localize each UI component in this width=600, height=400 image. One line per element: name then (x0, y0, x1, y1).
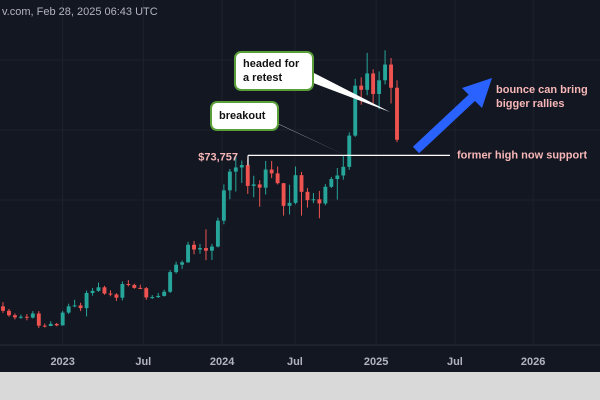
candle-body (30, 313, 35, 318)
candle-body (132, 284, 137, 288)
candle-body (383, 64, 388, 81)
x-tick-label: 2023 (50, 356, 74, 368)
candle-body (120, 284, 125, 298)
callout-box (210, 101, 279, 131)
candle-body (102, 287, 107, 294)
candle-body (233, 167, 238, 172)
candle-body (114, 294, 119, 298)
candle-body (54, 323, 59, 326)
arrow-note: bigger rallies (496, 98, 564, 110)
candle-body (353, 85, 358, 136)
candle-body (359, 85, 364, 90)
x-tick-label: 2026 (521, 356, 545, 368)
candle-body (48, 323, 53, 326)
candle-body (12, 315, 17, 318)
x-tick-label: Jul (447, 356, 463, 368)
level-note: former high now support (457, 149, 587, 161)
candle-body (245, 165, 250, 186)
candle-body (180, 262, 185, 265)
candle-body (335, 175, 340, 180)
arrow-head (462, 78, 492, 108)
candle-body (7, 310, 11, 316)
candle-body (221, 190, 226, 221)
candle-body (341, 166, 346, 176)
callout-text: headed for (243, 58, 300, 70)
candle-body (126, 284, 131, 286)
candle-body (18, 316, 23, 318)
candles (1, 50, 399, 329)
callout-pointer (300, 72, 390, 112)
x-tick-label: Jul (287, 356, 303, 368)
candle-body (108, 293, 113, 295)
candle-body (210, 246, 214, 251)
arrow-note: bounce can bring (496, 84, 588, 96)
candle-body (365, 73, 370, 90)
candle-body (192, 244, 196, 250)
candle-body (138, 287, 143, 289)
source-line: v.com, Feb 28, 2025 06:43 UTC (2, 6, 158, 18)
candle-body (329, 179, 334, 187)
candle-body (275, 173, 280, 184)
candle-body (72, 305, 77, 307)
arrow-shaft (412, 88, 482, 154)
candle-body (347, 135, 352, 167)
candle-body (186, 244, 190, 263)
candle-body (299, 175, 304, 192)
candle-body (204, 248, 208, 251)
candle-body (293, 175, 298, 203)
candle-body (227, 171, 232, 191)
candle-body (317, 199, 322, 204)
candle-body (174, 264, 179, 273)
candle-body (198, 248, 202, 250)
candle-body (281, 183, 286, 206)
candle-body (311, 199, 316, 201)
candle-body (90, 290, 95, 293)
candle-body (239, 165, 244, 168)
candle-body (215, 220, 220, 247)
candle-body (1, 306, 5, 311)
footer-strip (0, 372, 600, 400)
candle-body (24, 316, 29, 318)
candle-body (96, 287, 101, 291)
candle-body (389, 64, 393, 88)
callout-box (234, 51, 314, 91)
candle-body (36, 313, 41, 326)
candle-body (269, 169, 274, 174)
candle-body (287, 202, 292, 206)
callout-text: a retest (243, 72, 282, 84)
candle-body (78, 305, 83, 309)
x-tick-label: 2025 (364, 356, 388, 368)
candle-body (84, 292, 89, 309)
candle-body (60, 312, 65, 326)
candle-body (168, 272, 173, 292)
candle-body (305, 191, 310, 201)
level-label: $73,757 (198, 151, 238, 163)
candle-body (66, 306, 71, 313)
x-tick-label: Jul (135, 356, 151, 368)
x-tick-label: 2024 (210, 356, 235, 368)
candle-body (162, 291, 167, 296)
candle-body (150, 297, 155, 299)
callout-text: breakout (219, 110, 266, 122)
candle-body (251, 184, 256, 186)
callout-pointer (266, 118, 345, 155)
candle-body (263, 169, 268, 188)
candle-body (377, 80, 382, 94)
candle-body (42, 325, 47, 327)
candle-body (144, 288, 149, 298)
candle-body (371, 73, 376, 94)
candle-body (323, 186, 328, 204)
candle-body (156, 295, 161, 298)
candle-body (395, 87, 399, 140)
candle-body (257, 184, 262, 188)
